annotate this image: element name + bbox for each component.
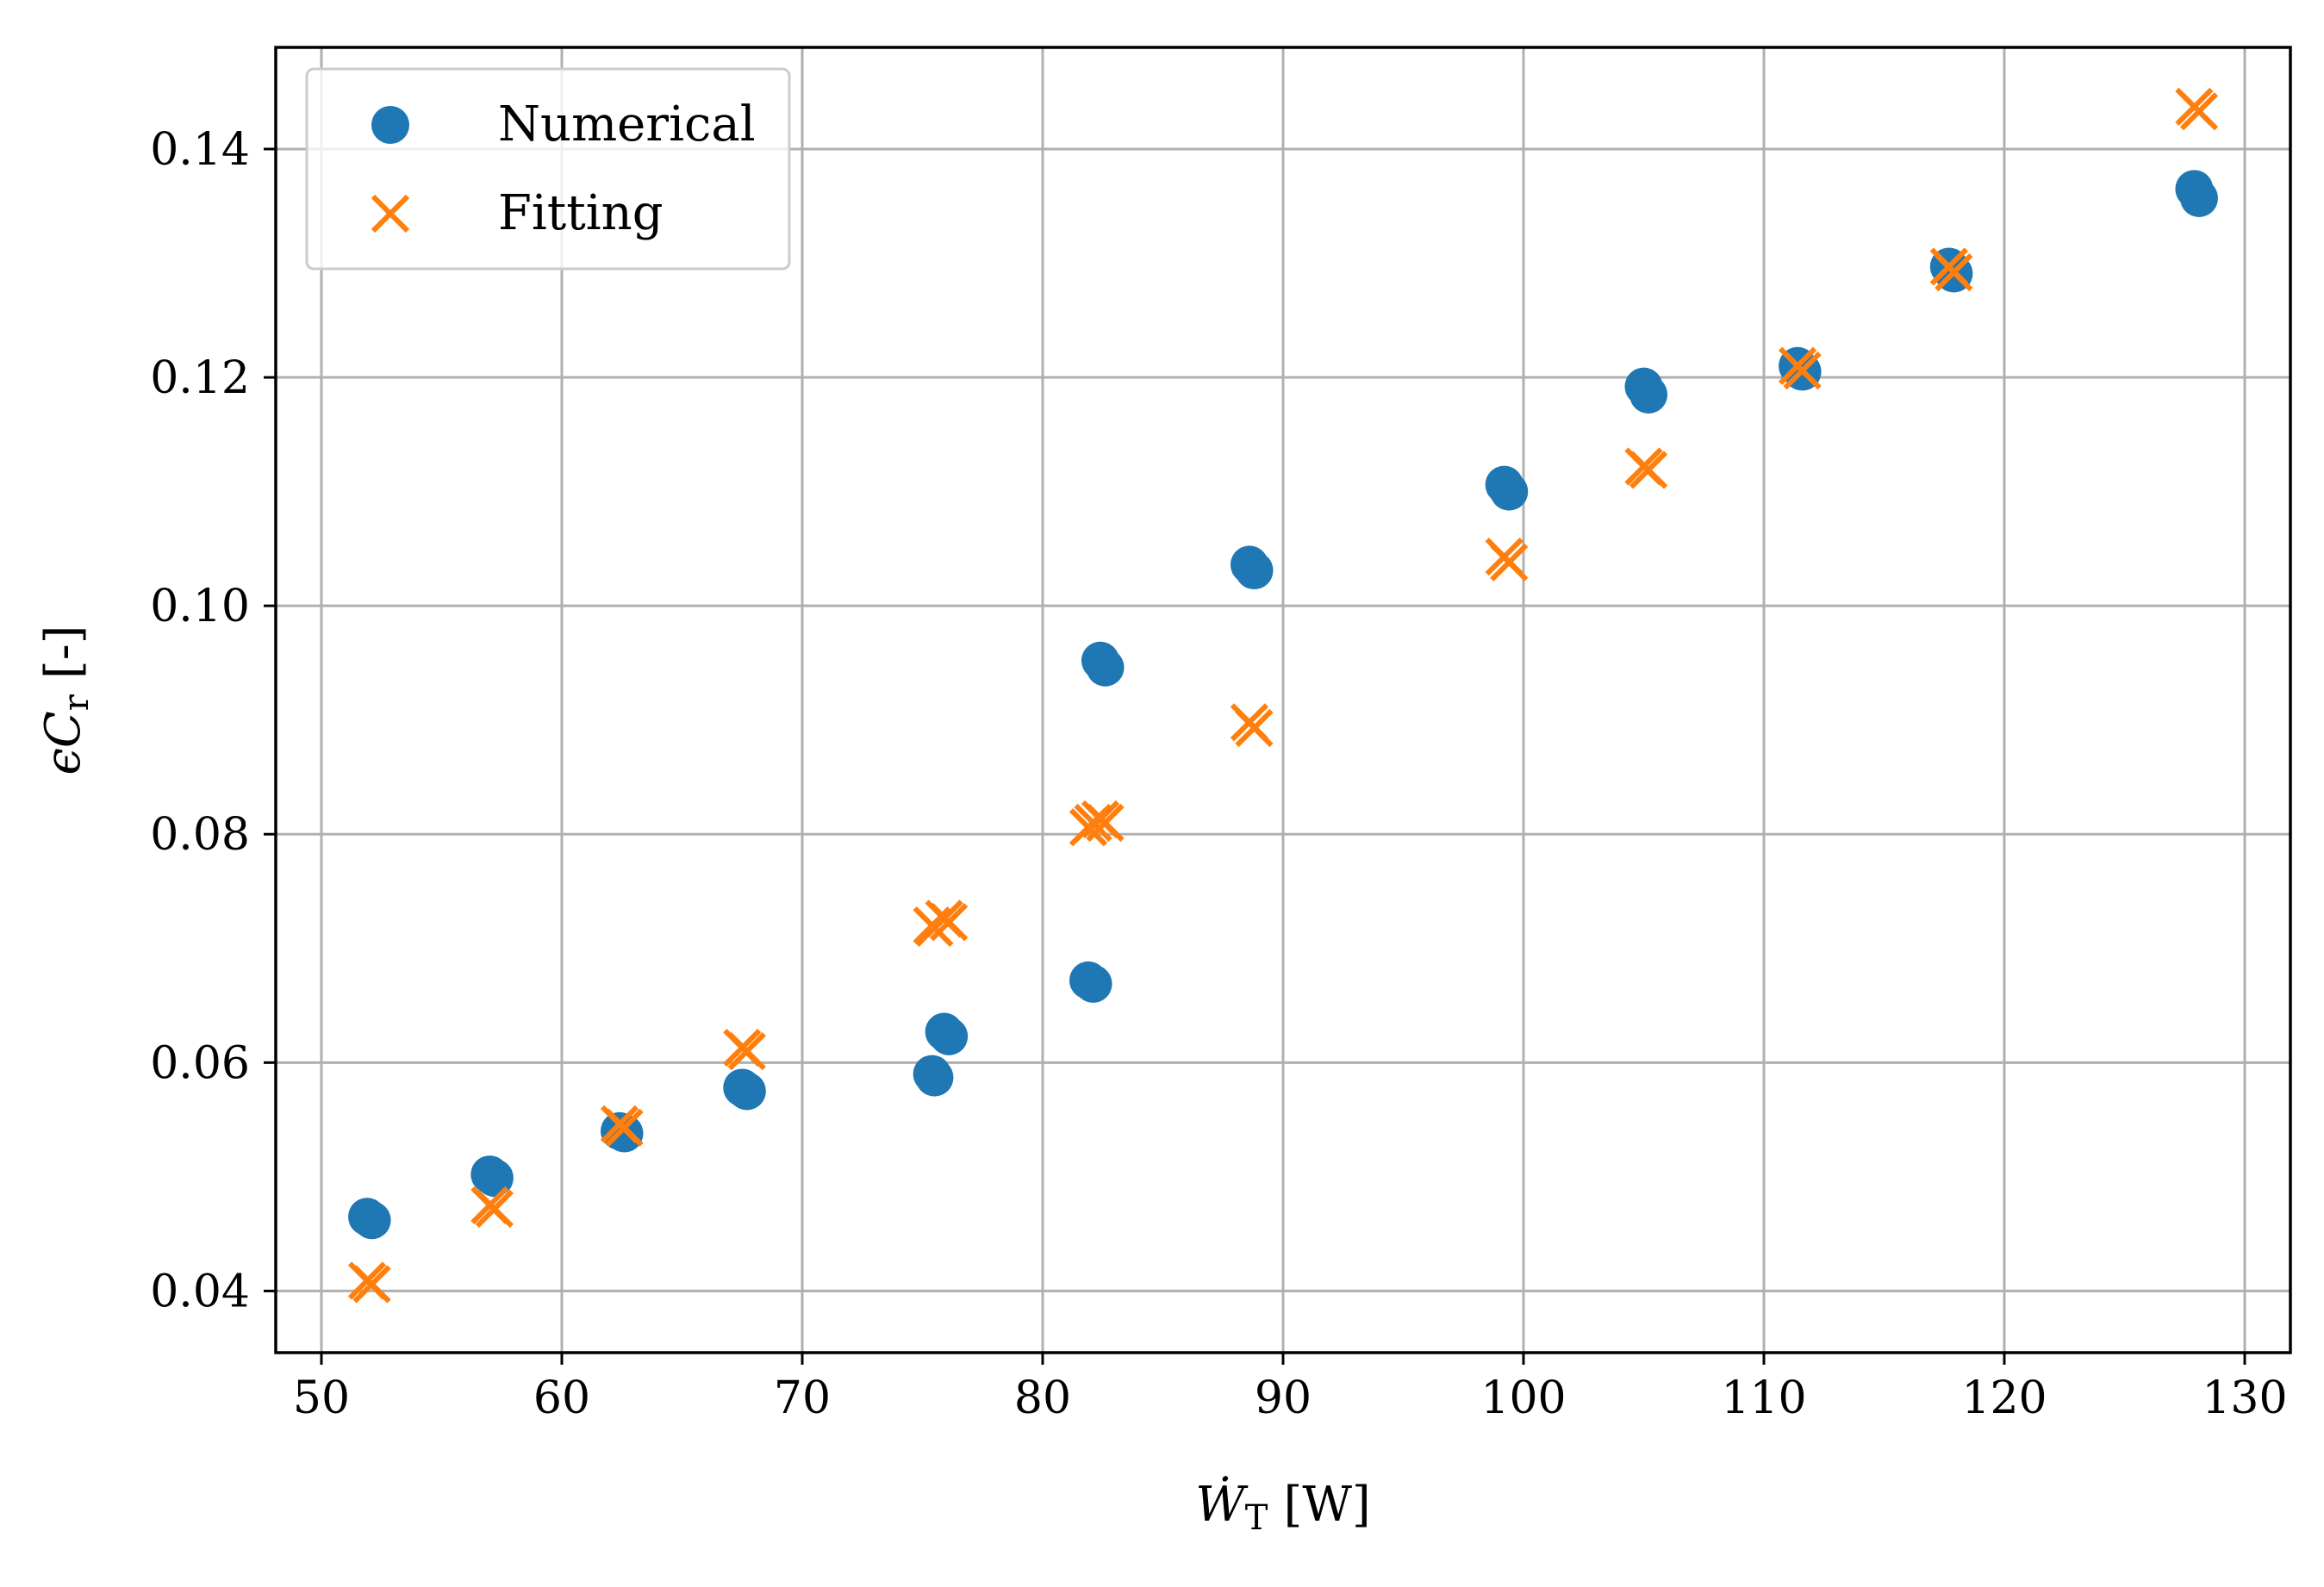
data-point-x — [1629, 451, 1668, 489]
x-tick-label: 80 — [1014, 1372, 1071, 1424]
data-point-x — [727, 1031, 766, 1071]
legend-x-icon — [371, 194, 410, 233]
x-marker-stroke — [371, 194, 410, 233]
data-point-x — [475, 1189, 514, 1229]
data-point-x — [1490, 543, 1529, 582]
data-point-circle — [1235, 551, 1274, 590]
y-tick-label: 0.04 — [150, 1266, 250, 1317]
x-marker-stroke — [1086, 803, 1125, 843]
x-marker-stroke — [475, 1189, 514, 1229]
x-axis-label-sub: T — [1245, 1498, 1268, 1538]
legend-label-fitting: Fitting — [498, 185, 664, 241]
data-point-x — [1074, 803, 1112, 843]
data-point-circle — [915, 1058, 954, 1097]
x-marker-stroke — [1490, 543, 1529, 582]
x-tick-label: 90 — [1255, 1372, 1312, 1424]
x-axis-label: ẆT [W] — [1195, 1476, 1371, 1538]
data-point-circle — [475, 1159, 514, 1198]
y-axis-label-main: ϵC — [35, 711, 91, 775]
x-marker-stroke — [352, 1265, 391, 1304]
data-point-x — [605, 1108, 644, 1148]
y-tick-label: 0.08 — [150, 809, 250, 861]
x-marker-stroke — [1074, 803, 1112, 843]
legend-marker-fitting — [371, 194, 410, 233]
x-axis-label-main: Ẇ — [1195, 1476, 1249, 1533]
data-point-x — [2179, 92, 2219, 131]
data-point-circle — [727, 1072, 766, 1111]
legend-marker-numerical — [371, 106, 409, 144]
legend: Numerical Fitting — [305, 67, 791, 271]
data-points — [347, 87, 2219, 1304]
x-tick-label: 130 — [2202, 1372, 2287, 1424]
data-point-x — [352, 1265, 391, 1304]
legend-label-numerical: Numerical — [498, 96, 756, 152]
data-point-circle — [1086, 648, 1125, 687]
x-marker-stroke — [1235, 708, 1274, 748]
x-tick-label: 120 — [1961, 1372, 2047, 1424]
x-marker-stroke — [1783, 351, 1822, 390]
x-tick-label: 60 — [533, 1372, 590, 1424]
y-tick-label: 0.12 — [150, 352, 250, 404]
data-point-circle — [605, 1114, 644, 1153]
x-tick-label: 70 — [774, 1372, 831, 1424]
x-tick-label: 100 — [1480, 1372, 1566, 1424]
data-point-x — [1086, 803, 1125, 843]
x-marker-stroke — [605, 1108, 644, 1148]
x-marker-stroke — [727, 1031, 766, 1071]
data-point-circle — [1490, 472, 1529, 511]
y-axis-label: ϵCr [-] — [35, 625, 97, 775]
y-tick-label: 0.14 — [150, 124, 250, 176]
data-point-circle — [1074, 964, 1112, 1003]
data-point-circle — [1629, 375, 1668, 414]
y-axis-label-sub: r — [57, 694, 97, 711]
series-fitting — [347, 87, 2219, 1304]
grid-lines — [276, 47, 2290, 1353]
x-marker-stroke — [2179, 92, 2219, 131]
data-point-x — [1235, 708, 1274, 748]
x-marker-stroke — [1629, 451, 1668, 489]
y-tick-label: 0.10 — [150, 581, 250, 632]
data-point-x — [930, 903, 969, 942]
legend-box — [305, 67, 791, 271]
y-axis-label-unit: [-] — [35, 625, 91, 680]
axis-ticks: 50 60 70 80 90 100 110 120 130 0.04 0.06 0.08 0.10 0.… — [150, 124, 2287, 1424]
data-point-circle — [352, 1201, 391, 1240]
data-point-x — [1783, 351, 1822, 390]
x-marker-stroke — [930, 903, 969, 942]
x-axis-label-unit: [W] — [1283, 1477, 1370, 1533]
y-tick-label: 0.06 — [150, 1037, 250, 1089]
data-point-circle — [2179, 178, 2218, 217]
data-point-x — [1935, 252, 1973, 292]
data-point-circle — [930, 1017, 969, 1055]
x-tick-label: 50 — [293, 1372, 350, 1424]
x-marker-stroke — [1935, 252, 1973, 292]
x-tick-label: 110 — [1721, 1372, 1806, 1424]
